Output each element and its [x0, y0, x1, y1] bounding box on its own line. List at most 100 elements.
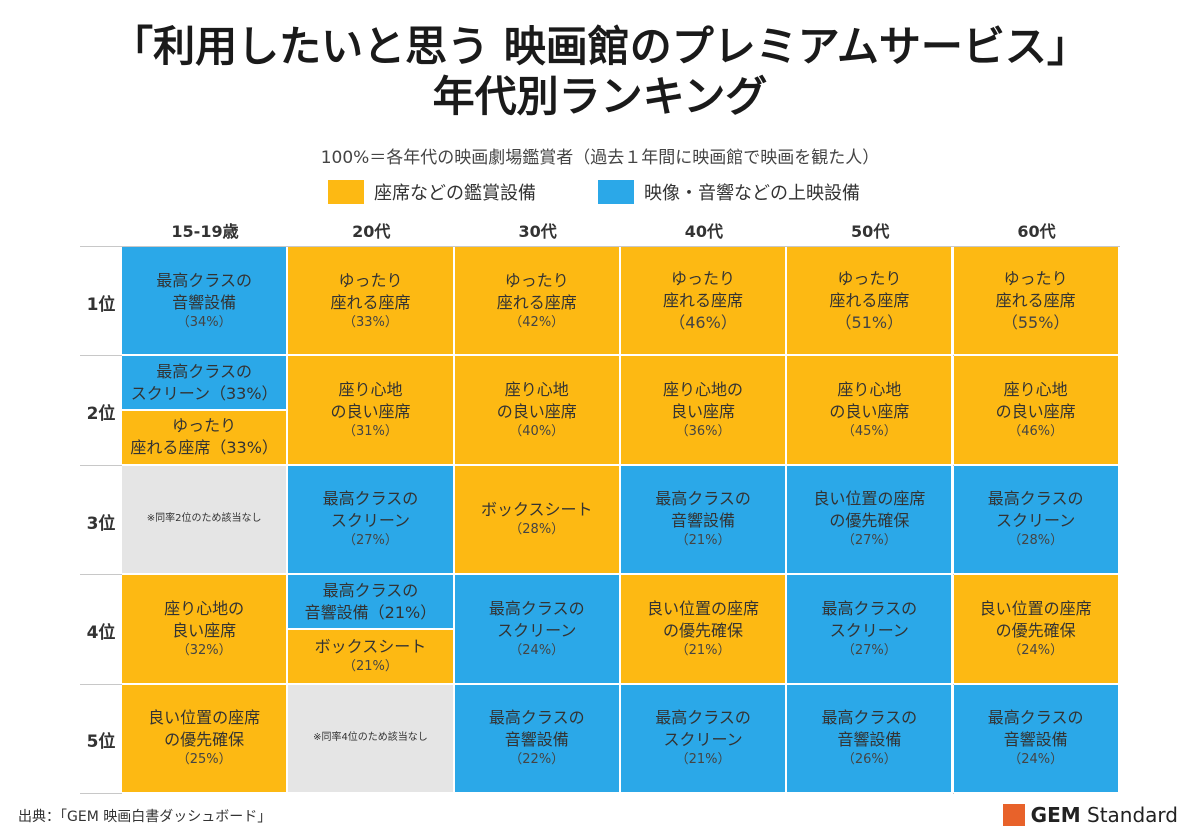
- cell-percent: （21%）: [675, 533, 731, 549]
- cell-percent: （27%）: [841, 533, 897, 549]
- legend-swatch-seating: [328, 180, 364, 204]
- cell-label: 座り心地の: [164, 598, 245, 618]
- cell-label: 良い座席: [671, 402, 736, 422]
- cell-label: 音響設備: [1003, 730, 1068, 750]
- ranking-cell: 最高クラスの 音響設備 （24%）: [953, 684, 1120, 794]
- ranking-cell: 良い位置の座席 の優先確保 （25%）: [122, 684, 289, 794]
- logo-text-rest: Standard: [1080, 803, 1178, 827]
- grid-line-horizontal: [80, 246, 1120, 247]
- legend-label-av: 映像・音響などの上映設備: [644, 183, 860, 204]
- cell-percent: （40%）: [509, 424, 565, 440]
- cell-label: ゆったり: [1003, 268, 1068, 288]
- brand-logo: GEM Standard: [1002, 803, 1178, 827]
- cell-percent: （33%）: [342, 314, 398, 330]
- cell-label: 良い位置の座席: [979, 598, 1092, 618]
- cell-percent: （25%）: [176, 752, 232, 768]
- cell-percent: （42%）: [509, 314, 565, 330]
- cell-percent: （24%）: [1008, 642, 1064, 658]
- cell-label: の優先確保: [164, 730, 245, 750]
- chart-title: 「利用したいと思う 映画館のプレミアムサービス」: [111, 22, 1089, 71]
- ranking-cell: 座り心地 の良い座席 （46%）: [953, 356, 1120, 466]
- cell-label: 最高クラスの: [987, 489, 1084, 509]
- cell-label: スクリーン: [497, 620, 577, 640]
- cell-percent: （51%）: [835, 312, 904, 332]
- ranking-cell: ボックスシート （28%）: [454, 465, 621, 576]
- cell-label: 音響設備: [837, 730, 902, 750]
- cell-percent: （28%）: [1008, 533, 1064, 549]
- cell-label: 音響設備: [504, 730, 569, 750]
- ranking-cell: 座り心地 の良い座席 （31%）: [288, 356, 455, 466]
- logo-mark-icon: [1002, 804, 1025, 826]
- cell-label: 座り心地: [837, 380, 902, 400]
- cell-label: 良い座席: [172, 620, 237, 640]
- cell-label: 座り心地: [504, 380, 569, 400]
- cell-label: 最高クラスの: [156, 361, 252, 381]
- cell-label: 最高クラスの: [655, 708, 751, 728]
- legend-item-seating: 座席などの鑑賞設備: [328, 178, 536, 206]
- cell-percent: （26%）: [841, 752, 897, 768]
- cell-percent: （27%）: [342, 533, 398, 549]
- cell-label: ゆったり: [504, 270, 569, 290]
- ranking-cell: ※同率2位のため該当なし: [122, 465, 289, 576]
- cell-percent: （32%）: [176, 642, 232, 658]
- cell-percent: （21%）: [342, 659, 398, 675]
- ranking-cell: ゆったり 座れる座席 （42%）: [454, 247, 621, 357]
- cell-label: ゆったり: [172, 416, 237, 436]
- cell-label: スクリーン: [330, 511, 411, 531]
- cell-label: 座れる座席: [995, 290, 1076, 310]
- cell-percent: （24%）: [509, 642, 565, 658]
- legend-swatch-av: [598, 180, 634, 204]
- ranking-cell: 良い位置の座席 の優先確保 （27%）: [787, 465, 954, 576]
- cell-label: 良い位置の座席: [647, 598, 760, 618]
- cell-label: ※同率2位のため該当なし: [146, 513, 262, 525]
- cell-label: 音響設備（21%）: [304, 602, 437, 622]
- cell-label: の優先確保: [829, 511, 910, 531]
- ranking-cell: 最高クラスの音響設備 （21%）: [620, 465, 788, 576]
- cell-percent: （34%）: [176, 314, 232, 330]
- column-header: 15-19歳: [171, 222, 239, 241]
- ranking-cell: ゆったり 座れる座席 （51%）: [787, 247, 954, 357]
- row-header: 4位: [86, 622, 116, 643]
- cell-label: 座り心地: [338, 380, 403, 400]
- cell-percent: （28%）: [509, 522, 565, 538]
- chart-subtitle: 100%＝各年代の映画劇場鑑賞者（過去１年間に映画館で映画を観た人）: [320, 148, 880, 168]
- ranking-cell: 良い位置の座席 の優先確保 （21%）: [620, 575, 788, 685]
- cell-label: ※同率4位のため該当なし: [313, 732, 428, 744]
- ranking-cell: ※同率4位のため該当なし: [288, 684, 455, 794]
- cell-label: の良い座席: [829, 402, 910, 422]
- cell-label: 最高クラスの: [488, 708, 585, 728]
- cell-label: 座れる座席: [496, 292, 577, 312]
- cell-percent: （45%）: [841, 424, 897, 440]
- cell-label: 最高クラスの: [821, 598, 918, 618]
- cell-label: 最高クラスの: [322, 580, 419, 600]
- ranking-cell: ゆったり 座れる座席 （46%）: [620, 247, 788, 357]
- ranking-cell: 最高クラスの スクリーン （24%）: [454, 575, 621, 685]
- cell-label: 最高クラスの: [322, 489, 419, 509]
- cell-label: 座り心地の: [663, 380, 744, 400]
- cell-label: の優先確保: [995, 620, 1076, 640]
- cell-label: 最高クラスの: [488, 598, 585, 618]
- ranking-cell: 最高クラスの スクリーン （27%）: [288, 465, 455, 576]
- ranking-cell: 座り心地の 良い座席 （36%）: [620, 356, 788, 466]
- cell-percent: （21%）: [675, 752, 731, 768]
- cell-percent: （46%）: [669, 312, 737, 332]
- cell-label: の良い座席: [330, 402, 411, 422]
- cell-label: 最高クラスの: [655, 489, 751, 509]
- cell-label: スクリーン: [996, 511, 1076, 531]
- ranking-cell: ゆったり座れる座席（33%）: [122, 411, 289, 466]
- cell-label: 最高クラスの: [156, 270, 252, 290]
- legend-item-av: 映像・音響などの上映設備: [598, 178, 860, 206]
- legend-label-seating: 座席などの鑑賞設備: [374, 183, 536, 204]
- cell-label: ゆったり: [338, 270, 403, 290]
- cell-label: ゆったり: [837, 268, 902, 288]
- column-header: 40代: [684, 222, 724, 241]
- ranking-cell: 最高クラスの スクリーン （27%）: [787, 575, 954, 685]
- ranking-cell: ゆったり 座れる座席 （55%）: [953, 247, 1120, 357]
- cell-percent: （36%）: [675, 424, 731, 440]
- column-header: 20代: [352, 222, 391, 241]
- cell-label: 座れる座席: [829, 290, 910, 310]
- cell-percent: （27%）: [841, 642, 897, 658]
- logo-text: GEM Standard: [1031, 803, 1178, 827]
- ranking-cell: 座り心地 の良い座席 （45%）: [787, 356, 954, 466]
- cell-percent: （46%）: [1008, 424, 1064, 440]
